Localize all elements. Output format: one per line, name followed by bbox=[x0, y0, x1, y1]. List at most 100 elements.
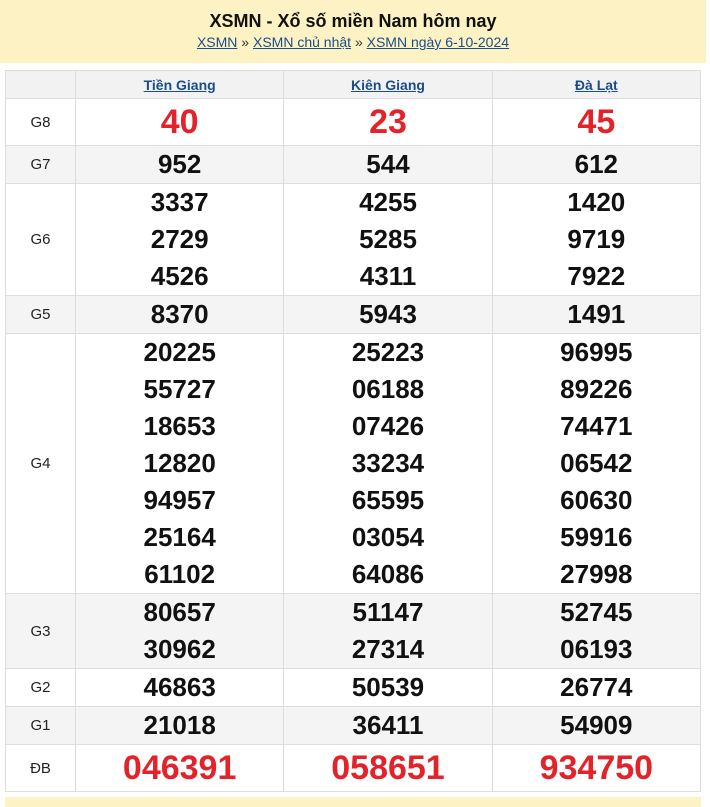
result-number: 9719 bbox=[567, 224, 626, 254]
result-cell: 046391 bbox=[74, 744, 285, 792]
prize-label: G6 bbox=[5, 183, 76, 296]
breadcrumb: XSMN » XSMN chủ nhật » XSMN ngày 6-10-20… bbox=[0, 32, 706, 52]
result-cell: 36411 bbox=[283, 706, 493, 745]
result-number: 06193 bbox=[560, 634, 633, 664]
results-body: G8 40 23 45 G7 952 544 612 G6 3337 2729 4526 4255 528… bbox=[5, 98, 702, 792]
result-cell: 96995 89226 74471 06542 60630 59916 27998 bbox=[491, 333, 702, 594]
result-cell: 4255 5285 4311 bbox=[283, 183, 493, 296]
result-number: 94957 bbox=[143, 485, 216, 515]
result-number: 06188 bbox=[351, 374, 425, 404]
result-cell: 46863 bbox=[74, 668, 285, 707]
result-number: 5943 bbox=[359, 299, 417, 329]
result-cell: 21018 bbox=[74, 706, 285, 745]
result-cell: 3337 2729 4526 bbox=[74, 183, 285, 296]
result-number: 52745 bbox=[560, 597, 633, 627]
result-number: 65595 bbox=[351, 485, 425, 515]
prize-label: G3 bbox=[5, 593, 76, 669]
results-table: Tiền Giang Kiên Giang Đà Lạt G8 40 23 45 G7 9… bbox=[5, 70, 702, 792]
result-number: 27314 bbox=[351, 634, 425, 664]
result-cell: 5943 bbox=[283, 295, 493, 334]
result-number: 1420 bbox=[567, 187, 626, 217]
result-number: 21018 bbox=[143, 710, 216, 740]
prize-column-header bbox=[5, 70, 76, 99]
result-number: 74471 bbox=[560, 411, 633, 441]
result-number: 80657 bbox=[143, 597, 216, 627]
result-number: 8370 bbox=[150, 299, 209, 329]
prize-row: G7 952 544 612 bbox=[5, 145, 702, 184]
page-title: XSMN - Xổ số miền Nam hôm nay bbox=[209, 11, 497, 31]
result-cell: 23 bbox=[283, 98, 493, 146]
result-cell: 25223 06188 07426 33234 65595 03054 64086 bbox=[283, 333, 493, 594]
breadcrumb-xsmn-date[interactable]: XSMN ngày 6-10-2024 bbox=[366, 34, 510, 50]
result-number: 60630 bbox=[560, 485, 633, 515]
prize-label: G5 bbox=[5, 295, 76, 334]
prize-label: G7 bbox=[5, 145, 76, 184]
result-number: 20225 bbox=[143, 337, 216, 367]
prize-label: G4 bbox=[5, 333, 76, 594]
page-header: XSMN - Xổ số miền Nam hôm nay XSMN » XSM… bbox=[0, 0, 706, 63]
result-number: 36411 bbox=[352, 710, 424, 740]
province-header: Tiền Giang bbox=[74, 70, 285, 99]
result-cell: 26774 bbox=[491, 668, 702, 707]
result-number: 26774 bbox=[560, 672, 633, 702]
result-number: 612 bbox=[574, 149, 619, 179]
result-cell: 1420 9719 7922 bbox=[491, 183, 702, 296]
prize-label: G1 bbox=[5, 706, 76, 745]
prize-label: G2 bbox=[5, 668, 76, 707]
result-number: 33234 bbox=[351, 448, 425, 478]
result-cell: 8370 bbox=[74, 295, 285, 334]
result-number: 058651 bbox=[331, 749, 445, 787]
result-cell: 1491 bbox=[491, 295, 702, 334]
result-cell: 058651 bbox=[283, 744, 493, 792]
prize-row: ĐB 046391 058651 934750 bbox=[5, 744, 702, 792]
result-cell: 612 bbox=[491, 145, 702, 184]
result-cell: 52745 06193 bbox=[491, 593, 702, 669]
result-number: 54909 bbox=[560, 710, 633, 740]
result-number: 4311 bbox=[359, 261, 417, 291]
result-number: 40 bbox=[160, 103, 199, 141]
result-cell: 934750 bbox=[491, 744, 702, 792]
prize-row: G3 80657 30962 51147 27314 52745 06193 bbox=[5, 593, 702, 669]
result-number: 4526 bbox=[150, 261, 209, 291]
result-number: 25164 bbox=[143, 522, 216, 552]
result-cell: 20225 55727 18653 12820 94957 25164 61102 bbox=[74, 333, 285, 594]
result-number: 12820 bbox=[143, 448, 216, 478]
result-number: 55727 bbox=[143, 374, 216, 404]
breadcrumb-xsmn-sunday[interactable]: XSMN chủ nhật bbox=[252, 34, 352, 50]
result-number: 89226 bbox=[560, 374, 633, 404]
province-link-tien-giang[interactable]: Tiền Giang bbox=[143, 76, 216, 93]
result-cell: 952 bbox=[74, 145, 285, 184]
result-cell: 54909 bbox=[491, 706, 702, 745]
result-number: 45 bbox=[577, 103, 616, 141]
result-number: 934750 bbox=[539, 749, 654, 787]
result-number: 46863 bbox=[143, 672, 216, 702]
result-number: 96995 bbox=[560, 337, 633, 367]
result-number: 18653 bbox=[143, 411, 216, 441]
prize-row: G8 40 23 45 bbox=[5, 98, 702, 146]
result-cell: 40 bbox=[74, 98, 285, 146]
province-link-da-lat[interactable]: Đà Lạt bbox=[574, 76, 618, 93]
result-number: 07426 bbox=[351, 411, 425, 441]
result-number: 23 bbox=[369, 103, 407, 141]
prize-row: G5 8370 5943 1491 bbox=[5, 295, 702, 334]
prize-row: G1 21018 36411 54909 bbox=[5, 706, 702, 745]
result-number: 51147 bbox=[352, 597, 424, 627]
result-number: 952 bbox=[157, 149, 202, 179]
result-number: 544 bbox=[366, 149, 410, 179]
province-link-kien-giang[interactable]: Kiên Giang bbox=[351, 76, 425, 93]
result-cell: 51147 27314 bbox=[283, 593, 493, 669]
breadcrumb-xsmn[interactable]: XSMN bbox=[196, 34, 238, 50]
result-number: 7922 bbox=[567, 261, 626, 291]
prize-row: G4 20225 55727 18653 12820 94957 25164 61102 252… bbox=[5, 333, 702, 594]
prize-row: G2 46863 50539 26774 bbox=[5, 668, 702, 707]
result-cell: 45 bbox=[491, 98, 702, 146]
result-cell: 50539 bbox=[283, 668, 493, 707]
result-number: 25223 bbox=[351, 337, 425, 367]
table-header-row: Tiền Giang Kiên Giang Đà Lạt bbox=[5, 70, 702, 99]
result-number: 30962 bbox=[143, 634, 216, 664]
prize-label: ĐB bbox=[5, 744, 76, 792]
province-header: Kiên Giang bbox=[283, 70, 493, 99]
result-cell: 80657 30962 bbox=[74, 593, 285, 669]
breadcrumb-separator: » bbox=[354, 34, 363, 50]
result-number: 4255 bbox=[359, 187, 417, 217]
